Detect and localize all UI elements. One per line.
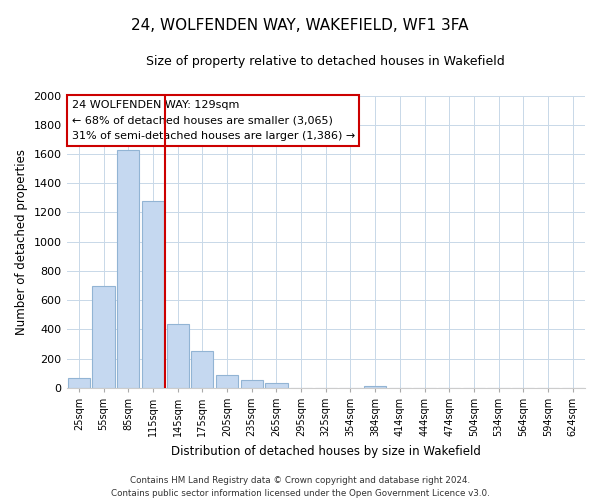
Bar	[117, 150, 139, 388]
Bar	[68, 378, 90, 388]
Bar	[191, 350, 214, 388]
Bar	[167, 324, 189, 388]
X-axis label: Distribution of detached houses by size in Wakefield: Distribution of detached houses by size …	[171, 444, 481, 458]
Bar	[265, 384, 287, 388]
Title: Size of property relative to detached houses in Wakefield: Size of property relative to detached ho…	[146, 55, 505, 68]
Bar	[241, 380, 263, 388]
Text: Contains HM Land Registry data © Crown copyright and database right 2024.
Contai: Contains HM Land Registry data © Crown c…	[110, 476, 490, 498]
Bar	[364, 386, 386, 388]
Y-axis label: Number of detached properties: Number of detached properties	[15, 148, 28, 334]
Text: 24, WOLFENDEN WAY, WAKEFIELD, WF1 3FA: 24, WOLFENDEN WAY, WAKEFIELD, WF1 3FA	[131, 18, 469, 32]
Bar	[92, 286, 115, 388]
Bar	[216, 374, 238, 388]
Text: 24 WOLFENDEN WAY: 129sqm
← 68% of detached houses are smaller (3,065)
31% of sem: 24 WOLFENDEN WAY: 129sqm ← 68% of detach…	[72, 100, 355, 141]
Bar	[142, 201, 164, 388]
